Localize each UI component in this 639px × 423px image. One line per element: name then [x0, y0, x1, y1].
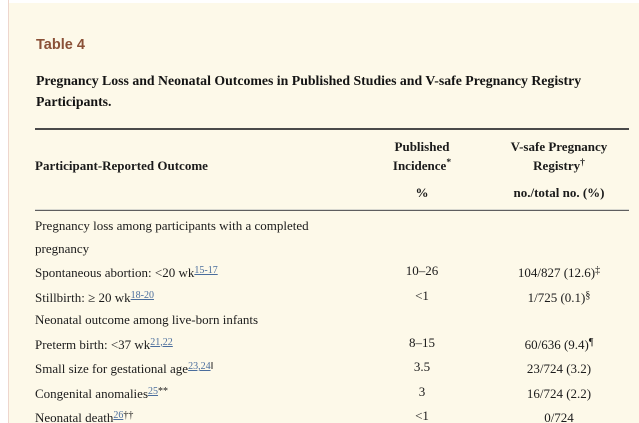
outcome-text: Congenital anomalies [35, 385, 149, 401]
outcome-label: Stillbirth: ≥ 20 wk18-20 [35, 285, 355, 310]
vsafe-value: 1/725 (0.1)§ [489, 285, 629, 310]
vsafe-value [489, 309, 629, 332]
vsafe-text: 0/724 [544, 410, 574, 423]
published-value: 3 [418, 383, 426, 399]
unit-vsafe-ratio: no./total no. (%) [513, 185, 605, 200]
table-row-section-neonatal-outcome: Neonatal outcome among live-born infants [35, 309, 629, 332]
outcome-label: Preterm birth: <37 wk21,22 [35, 332, 355, 357]
header-text: Incidence [392, 158, 447, 173]
reference-link[interactable]: 18-20 [130, 289, 154, 301]
footnote-marker: †† [123, 410, 134, 421]
table-title: Pregnancy Loss and Neonatal Outcomes in … [36, 73, 582, 109]
table-row-congenital-anomalies: Congenital anomalies25** 3 16/724 (2.2) [35, 381, 629, 406]
reference-link[interactable]: 25 [148, 385, 159, 397]
reference-link[interactable]: 21,22 [150, 336, 173, 348]
vsafe-text: 1/725 (0.1) [527, 289, 586, 305]
header-line: V-safe Pregnancy [510, 139, 608, 154]
article-panel: Table 4 Pregnancy Loss and Neonatal Outc… [9, 3, 639, 423]
table-header: Participant-Reported Outcome Published I… [35, 128, 629, 211]
table-row-preterm-birth: Preterm birth: <37 wk21,22 8–15 60/636 (… [35, 332, 629, 357]
vsafe-text: 16/724 (2.2) [526, 385, 592, 401]
published-value: 8–15 [409, 334, 435, 350]
outcome-label: Neonatal outcome among live-born infants [35, 312, 259, 327]
column-header-published-incidence: Published Incidence* [355, 139, 489, 174]
outcome-label: Congenital anomalies25** [35, 381, 355, 406]
footnote-marker: § [585, 289, 591, 301]
vsafe-text: 23/724 (3.2) [526, 361, 592, 376]
unit-published-percent: % [415, 185, 429, 200]
published-value [355, 309, 489, 332]
table-row-small-size-gestational-age: Small size for gestational age23,24‖ 3.5… [35, 356, 629, 381]
column-header-vsafe-registry: V-safe Pregnancy Registry† [489, 139, 629, 174]
reference-link[interactable]: 23,24 [188, 361, 211, 372]
published-value: <1 [415, 287, 429, 303]
outcome-text: Stillbirth: ≥ 20 wk [35, 289, 131, 305]
outcome-text: Preterm birth: <37 wk [35, 336, 151, 352]
table-row-stillbirth: Stillbirth: ≥ 20 wk18-20 <1 1/725 (0.1)§ [35, 285, 629, 310]
header-line: Incidence* [355, 155, 489, 174]
published-value [355, 215, 489, 260]
outcome-label: Pregnancy loss among participants with a… [35, 218, 309, 256]
vsafe-value: 0/724 [489, 405, 629, 423]
page-left-gutter [0, 0, 9, 423]
outcome-label: Neonatal death26†† [35, 405, 355, 423]
vsafe-value: 16/724 (2.2) [489, 381, 629, 406]
vsafe-value: 23/724 (3.2) [489, 356, 629, 381]
published-value: <1 [415, 408, 429, 423]
footnote-marker: ¶ [588, 336, 594, 348]
vsafe-text: 104/827 (12.6) [517, 265, 596, 280]
outcome-text: Small size for gestational age [35, 361, 189, 376]
outcome-text: Spontaneous abortion: <20 wk [35, 265, 195, 280]
vsafe-value: 104/827 (12.6)‡ [489, 260, 629, 285]
outcome-label: Small size for gestational age23,24‖ [35, 356, 355, 381]
footnote-marker-asterisk: * [446, 158, 452, 168]
table-row-section-pregnancy-loss: Pregnancy loss among participants with a… [35, 215, 629, 260]
footnote-marker-dagger: † [580, 158, 585, 168]
footnote-marker: ‖ [210, 361, 214, 372]
outcome-text: Neonatal death [35, 410, 114, 423]
reference-link[interactable]: 26 [113, 410, 124, 421]
outcomes-table: Participant-Reported Outcome Published I… [35, 128, 629, 423]
footnote-marker: ‡ [595, 265, 601, 276]
column-header-outcome: Participant-Reported Outcome [35, 158, 208, 173]
table-row-spontaneous-abortion: Spontaneous abortion: <20 wk15-17 10–26 … [35, 260, 629, 285]
header-line: Published [394, 139, 450, 154]
vsafe-value: 60/636 (9.4)¶ [489, 332, 629, 357]
outcome-label: Spontaneous abortion: <20 wk15-17 [35, 260, 355, 285]
header-line: Registry† [489, 155, 629, 174]
published-value: 3.5 [413, 359, 431, 374]
table-body: Pregnancy loss among participants with a… [35, 211, 629, 423]
unit-cell-empty [35, 185, 355, 201]
footnote-marker: ** [158, 385, 169, 397]
header-text: Registry [533, 158, 581, 173]
vsafe-text: 60/636 (9.4) [524, 336, 589, 352]
reference-link[interactable]: 15-17 [194, 265, 218, 276]
table-number-label: Table 4 [36, 37, 85, 53]
table-row-neonatal-death: Neonatal death26†† <1 0/724 [35, 405, 629, 423]
vsafe-value [489, 215, 629, 260]
published-value: 10–26 [405, 263, 439, 278]
